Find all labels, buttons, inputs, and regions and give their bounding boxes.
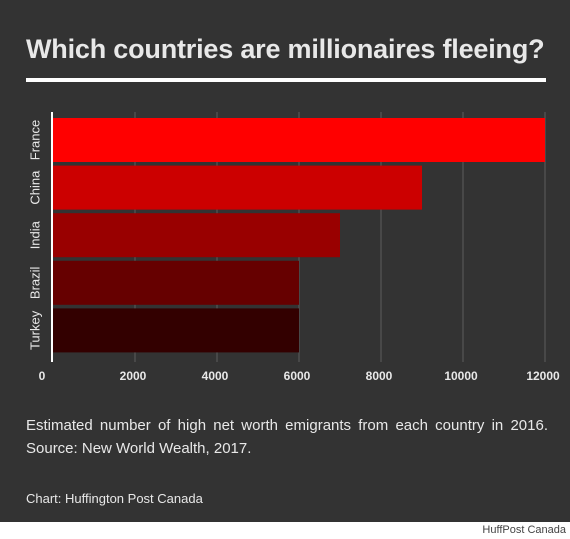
chart-credit: Chart: Huffington Post Canada <box>26 491 203 506</box>
bar-china <box>53 165 422 210</box>
bar-turkey <box>53 308 299 353</box>
x-tick-label: 10000 <box>444 369 478 383</box>
category-label: Brazil <box>27 266 42 299</box>
x-tick-label: 4000 <box>202 369 229 383</box>
category-label: Turkey <box>27 310 42 350</box>
chart-panel: Which countries are millionaires fleeing… <box>0 0 570 522</box>
bar-chart: France China India Brazil Turkey 0 2000 4000 60… <box>27 112 560 383</box>
watermark: HuffPost Canada <box>482 524 566 536</box>
category-label: India <box>27 220 42 249</box>
bar-france <box>53 118 545 162</box>
chart-caption: Estimated number of high net worth emigr… <box>26 417 548 457</box>
bar-brazil <box>53 260 299 305</box>
x-tick-label: 8000 <box>366 369 393 383</box>
category-label: China <box>27 170 42 205</box>
x-tick-label: 0 <box>39 369 46 383</box>
x-tick-label: 12000 <box>526 369 560 383</box>
bar-india <box>53 213 340 258</box>
category-labels: France China India Brazil Turkey <box>27 120 42 350</box>
category-label: France <box>27 120 42 160</box>
bars <box>53 118 545 353</box>
x-tick-label: 6000 <box>284 369 311 383</box>
chart-title: Which countries are millionaires fleeing… <box>26 34 545 64</box>
x-tick-labels: 0 2000 4000 6000 8000 10000 12000 <box>39 369 560 383</box>
title-divider <box>26 78 546 82</box>
x-tick-label: 2000 <box>120 369 147 383</box>
